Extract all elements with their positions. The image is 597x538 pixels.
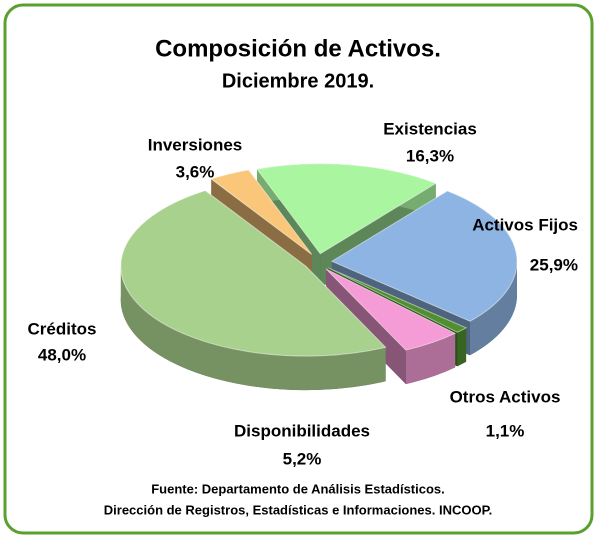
data-label-value: 16,3% — [406, 146, 454, 165]
footnote: Dirección de Registros, Estadísticas e I… — [104, 502, 492, 517]
data-label-name: Existencias — [383, 119, 477, 138]
data-label-name: Créditos — [28, 319, 97, 338]
data-label-name: Otros Activos — [450, 387, 561, 406]
slice — [256, 163, 437, 255]
chart-subtitle: Diciembre 2019. — [222, 70, 374, 92]
slice-side — [469, 261, 517, 356]
slice-wall — [326, 268, 406, 385]
slice-side — [405, 333, 456, 385]
footnote: Fuente: Departamento de Análisis Estadís… — [151, 481, 445, 496]
slice-side — [120, 266, 386, 391]
slice — [120, 190, 387, 357]
data-label-value: 25,9% — [530, 255, 578, 274]
data-label-value: 3,6% — [176, 162, 215, 181]
slice — [210, 169, 313, 255]
slice — [330, 190, 518, 322]
data-label-value: 1,1% — [486, 421, 525, 440]
data-label-name: Activos Fijos — [472, 215, 578, 234]
data-label-value: 48,0% — [38, 345, 86, 364]
slice-side — [457, 327, 467, 367]
chart-title: Composición de Activos. — [155, 35, 441, 62]
slice — [327, 267, 468, 333]
slice — [325, 268, 457, 351]
data-label-name: Disponibilidades — [234, 421, 370, 440]
data-label-value: 5,2% — [283, 449, 322, 468]
data-label-name: Inversiones — [148, 135, 243, 154]
